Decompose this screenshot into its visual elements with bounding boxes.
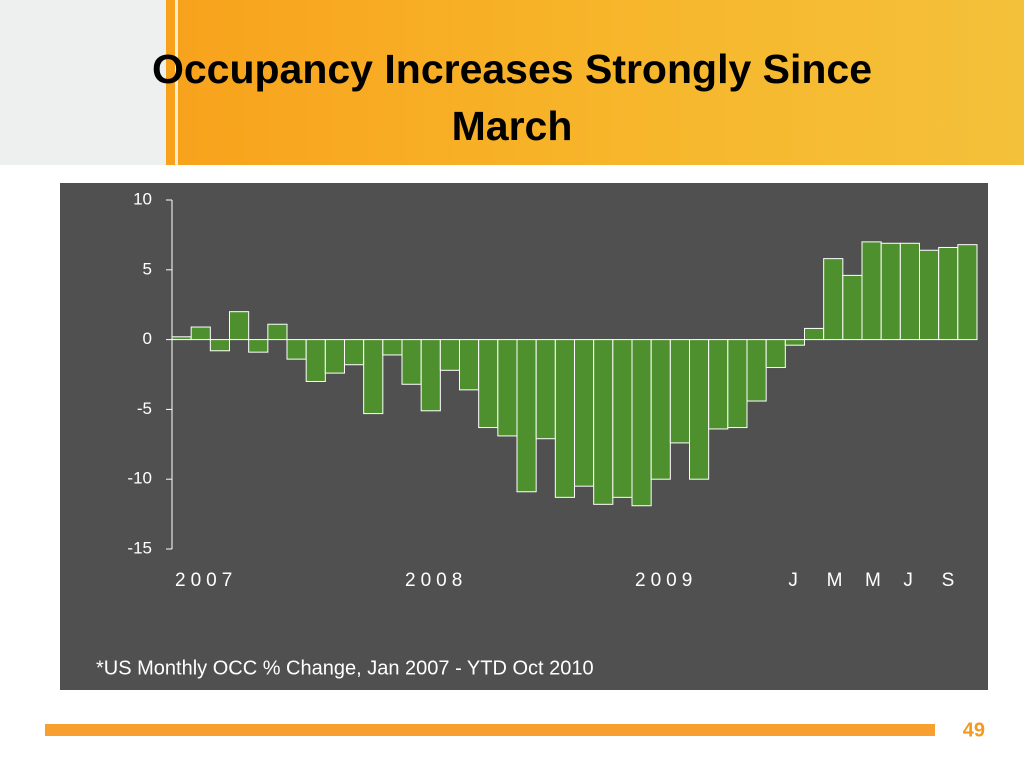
bar [612, 339, 633, 498]
header-band [166, 0, 1024, 165]
bar [535, 339, 556, 440]
bar [708, 339, 729, 430]
y-tick-label: -10 [127, 469, 152, 488]
x-tick-label: 2007 [175, 570, 237, 591]
bar [938, 246, 959, 341]
bar [650, 339, 671, 480]
bar [401, 339, 422, 385]
bar [669, 339, 690, 444]
bar [382, 339, 403, 356]
bar [919, 249, 940, 341]
bar [248, 339, 269, 353]
bar [516, 339, 537, 493]
y-tick-label: -15 [127, 538, 152, 557]
header-left [0, 0, 166, 165]
bar [593, 339, 614, 505]
bar [804, 327, 825, 341]
bar [363, 339, 384, 415]
y-tick-label: 5 [143, 259, 152, 278]
bar [746, 339, 767, 402]
bar [574, 339, 595, 487]
bar [784, 339, 805, 346]
bar [420, 339, 441, 412]
y-tick-label: 0 [143, 329, 152, 348]
bar [554, 339, 575, 498]
bar [171, 336, 192, 341]
bar [842, 274, 863, 341]
x-tick-label: M [865, 570, 886, 591]
bar [344, 339, 365, 366]
x-tick-label: M [827, 570, 848, 591]
bar [305, 339, 326, 382]
bar [286, 339, 307, 360]
header-stripe [175, 0, 178, 165]
page-number: 49 [963, 719, 985, 741]
bar [190, 326, 211, 341]
x-tick-label: J [788, 570, 803, 591]
x-tick-label: 2008 [405, 570, 467, 591]
bar [631, 339, 652, 507]
bar [861, 241, 882, 341]
bar [727, 339, 748, 429]
x-tick-label: S [942, 570, 960, 591]
bar [899, 242, 920, 341]
bar [229, 311, 250, 341]
bar [478, 339, 499, 429]
bar [439, 339, 461, 371]
footnote: *US Monthly OCC % Change, Jan 2007 - YTD… [96, 657, 594, 679]
bar [267, 323, 288, 341]
bar [689, 339, 710, 480]
bar [765, 339, 786, 369]
x-tick-label: J [903, 570, 918, 591]
bar [880, 242, 901, 341]
x-tick-label: 2009 [635, 570, 697, 591]
bar [459, 339, 480, 391]
footer-bar [45, 724, 935, 736]
bar [324, 339, 346, 374]
y-tick-label: 10 [133, 189, 152, 208]
bar [497, 339, 518, 437]
slide-title: Occupancy Increases Strongly Since March [152, 46, 872, 149]
bar [957, 244, 978, 341]
bar [209, 339, 230, 352]
y-tick-label: -5 [137, 399, 152, 418]
bar [823, 258, 844, 341]
